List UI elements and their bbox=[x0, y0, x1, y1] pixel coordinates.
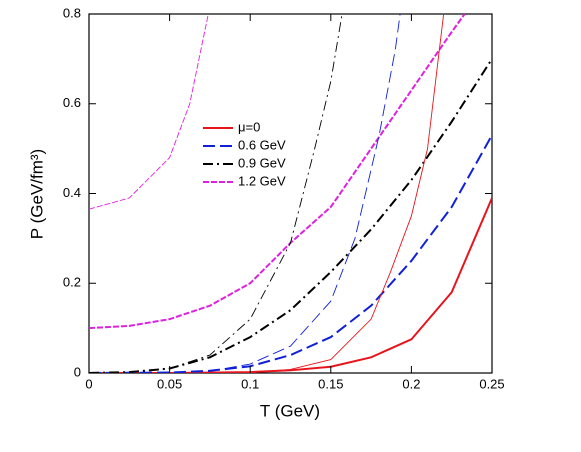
x-axis-title: T (GeV) bbox=[260, 401, 320, 420]
x-tick-label: 0.05 bbox=[157, 376, 182, 391]
series-line bbox=[89, 14, 466, 330]
series-line bbox=[89, 14, 401, 373]
y-axis-title: P (GeV/fm³) bbox=[27, 149, 46, 239]
legend-label: 1.2 GeV bbox=[238, 173, 286, 188]
legend-label: 0.6 GeV bbox=[238, 137, 286, 152]
series-line bbox=[89, 14, 209, 210]
x-tick-label: 0.2 bbox=[402, 376, 420, 391]
y-tick-label: 0.4 bbox=[63, 185, 81, 200]
y-tick-label: 0.6 bbox=[63, 95, 81, 110]
legend-label: 0.9 GeV bbox=[238, 155, 286, 170]
x-tick-label: 0.15 bbox=[318, 376, 343, 391]
series-line bbox=[89, 14, 445, 373]
lines bbox=[89, 14, 492, 373]
series-line bbox=[89, 58, 492, 373]
plot-frame bbox=[88, 13, 493, 374]
y-tick-label: 0.2 bbox=[63, 275, 81, 290]
series-line bbox=[89, 134, 492, 373]
legend-label: μ=0 bbox=[238, 119, 260, 134]
series-line bbox=[89, 197, 492, 373]
y-tick-label: 0 bbox=[74, 364, 81, 379]
series-line bbox=[89, 14, 343, 373]
y-tick-label: 0.8 bbox=[63, 5, 81, 20]
x-tick-label: 0 bbox=[85, 376, 92, 391]
x-tick-label: 0.1 bbox=[241, 376, 259, 391]
x-tick-label: 0.25 bbox=[479, 376, 504, 391]
